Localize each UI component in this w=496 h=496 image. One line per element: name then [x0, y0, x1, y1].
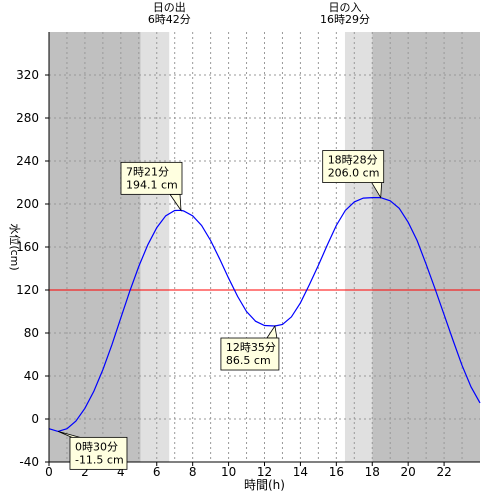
- x-tick-label: 18: [365, 465, 380, 479]
- x-tick-label: 10: [221, 465, 236, 479]
- x-tick-label: 20: [401, 465, 416, 479]
- y-axis-label: 水位(cm): [8, 223, 22, 270]
- x-tick-label: 6: [153, 465, 161, 479]
- y-tick-label: -40: [19, 455, 39, 469]
- callout-time: 0時30分: [75, 440, 118, 453]
- sunset-label: 日の入: [328, 1, 361, 14]
- x-tick-label: 12: [257, 465, 272, 479]
- y-tick-label: 200: [16, 197, 39, 211]
- grid-lines: [49, 32, 480, 462]
- x-tick-label: 22: [436, 465, 451, 479]
- sunset-time: 16時29分: [320, 13, 370, 26]
- y-tick-label: 280: [16, 111, 39, 125]
- x-tick-label: 8: [189, 465, 197, 479]
- y-tick-label: 320: [16, 68, 39, 82]
- sunrise-label: 日の出: [153, 0, 186, 14]
- y-tick-label: 40: [24, 369, 39, 383]
- callout-value: 194.1 cm: [126, 178, 178, 191]
- y-tick-label: 120: [16, 283, 39, 297]
- x-tick-label: 14: [293, 465, 308, 479]
- y-tick-label: 80: [24, 326, 39, 340]
- callout-value: -11.5 cm: [75, 453, 124, 466]
- callout-value: 206.0 cm: [328, 167, 380, 180]
- x-tick-label: 16: [329, 465, 344, 479]
- callout-box: [69, 436, 128, 470]
- callout-time: 18時28分: [328, 154, 378, 167]
- callout-box: [322, 150, 385, 183]
- callout-box: [220, 337, 280, 371]
- callout-value: 86.5 cm: [226, 354, 271, 367]
- callout-time: 7時21分: [126, 165, 169, 178]
- tide-series: [48, 197, 481, 433]
- y-tick-label: 160: [16, 240, 39, 254]
- x-axis-label: 時間(h): [244, 478, 285, 492]
- y-tick-label: 240: [16, 154, 39, 168]
- y-tick-label: 0: [31, 412, 39, 426]
- tide-line: [48, 197, 481, 433]
- callout-time: 12時35分: [226, 341, 276, 354]
- callout-box: [120, 161, 183, 195]
- x-tick-label: 0: [45, 465, 53, 479]
- sunrise-time: 6時42分: [148, 13, 191, 26]
- x-tick-label: 2: [81, 465, 89, 479]
- x-tick-labels: 0 2 4 6 8 10 12 14 16 18 20 22: [45, 465, 452, 479]
- y-tick-labels: -40 0 40 80 120 160 200 240 280 320: [16, 68, 39, 469]
- x-tick-label: 4: [117, 465, 125, 479]
